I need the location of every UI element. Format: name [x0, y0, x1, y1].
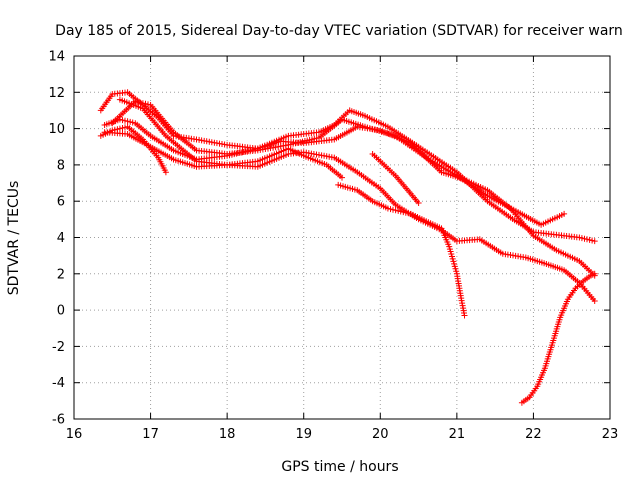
x-tick-labels: 16 17 18 19 20 21 22 23 — [66, 427, 619, 442]
data-point — [578, 235, 585, 242]
x-tick-label: 21 — [449, 427, 466, 442]
data-point — [591, 238, 598, 245]
data-point — [124, 118, 131, 125]
data-point — [591, 270, 598, 277]
y-tick-label: 0 — [57, 304, 65, 319]
data-point — [390, 206, 396, 213]
data-point — [461, 312, 468, 319]
series-track-3 — [109, 98, 568, 228]
axis-ticks — [73, 55, 611, 420]
y-tick-label: 2 — [57, 267, 65, 282]
data-point — [561, 210, 568, 217]
chart-title: Day 185 of 2015, Sidereal Day-to-day VTE… — [55, 23, 623, 39]
series-line — [521, 273, 595, 404]
series-track-4 — [101, 116, 598, 279]
data-point — [116, 116, 123, 123]
y-tick-label: 4 — [57, 231, 65, 246]
data-point — [397, 208, 404, 215]
x-tick-label: 23 — [602, 427, 619, 442]
data-point — [415, 200, 422, 206]
x-tick-label: 16 — [66, 427, 83, 442]
y-tick-label: 10 — [48, 122, 65, 137]
y-tick-label: -4 — [52, 376, 65, 391]
data-point — [162, 169, 169, 176]
grid — [74, 56, 610, 419]
y-tick-label: 6 — [57, 195, 65, 210]
data-point — [122, 124, 128, 131]
x-tick-label: 19 — [295, 427, 312, 442]
x-tick-label: 18 — [219, 427, 236, 442]
y-tick-label: 14 — [48, 50, 65, 65]
x-tick-label: 20 — [372, 427, 389, 442]
series-track-6 — [101, 129, 345, 181]
data-point — [129, 119, 136, 126]
data-point — [392, 207, 399, 214]
data-point — [589, 237, 596, 244]
series-track-7 — [335, 181, 468, 319]
y-tick-label: 12 — [48, 86, 65, 101]
data-point — [122, 117, 128, 124]
data-series — [97, 89, 598, 406]
data-point — [402, 209, 409, 216]
series-line — [104, 118, 596, 276]
x-tick-label: 17 — [142, 427, 159, 442]
y-tick-label: 8 — [57, 158, 65, 173]
series-line — [338, 184, 465, 316]
data-point — [584, 236, 590, 243]
data-point — [339, 174, 345, 181]
data-point — [384, 205, 391, 212]
series-track-1 — [97, 123, 169, 176]
series-line — [119, 99, 596, 302]
series-track-8 — [518, 270, 598, 406]
series-track-9 — [369, 151, 422, 206]
data-point — [145, 101, 151, 108]
x-tick-label: 22 — [525, 427, 542, 442]
data-point — [591, 298, 598, 304]
y-tick-label: -6 — [52, 413, 65, 428]
y-axis-label: SDTVAR / TECUs — [6, 181, 22, 296]
y-tick-label: -2 — [52, 340, 65, 355]
x-axis-label: GPS time / hours — [281, 459, 398, 475]
y-tick-labels: -6 -4 -2 0 2 4 6 8 10 12 14 — [48, 50, 65, 428]
data-point — [139, 100, 146, 107]
